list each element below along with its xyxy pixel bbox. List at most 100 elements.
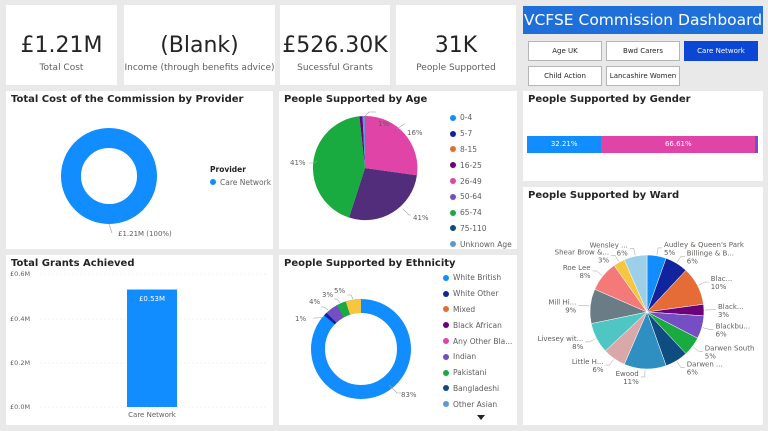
ward-data-label: Livesey wit... 8% bbox=[538, 335, 584, 351]
ethnicity-slice-pakistani[interactable] bbox=[337, 301, 351, 318]
slicer-button-age-uk[interactable]: Age UK bbox=[528, 41, 602, 61]
legend-item-mixed[interactable]: Mixed bbox=[443, 302, 512, 318]
legend-item-unknown-age[interactable]: Unknown Age bbox=[450, 236, 512, 252]
ethnicity-slice-other-asian[interactable] bbox=[345, 299, 362, 315]
legend-item-black-african[interactable]: Black African bbox=[443, 317, 512, 333]
legend-label: 75-110 bbox=[460, 223, 487, 233]
legend-label: 5-7 bbox=[460, 129, 473, 139]
ethnicity-donut bbox=[311, 299, 411, 399]
provider-donut-slice[interactable] bbox=[61, 128, 157, 224]
legend-label: Mixed bbox=[453, 304, 476, 314]
legend-label: Other Asian bbox=[453, 399, 498, 409]
legend-item-bangladeshi[interactable]: Bangladeshi bbox=[443, 381, 512, 397]
legend-item-pakistani[interactable]: Pakistani bbox=[443, 365, 512, 381]
age-slice-unknown[interactable] bbox=[362, 116, 365, 168]
ward-leader-line bbox=[629, 248, 636, 256]
ethnicity-data-label: 83% bbox=[401, 391, 417, 399]
age-card: People Supported by Age 1% 16% 41% 41% 0… bbox=[279, 91, 517, 249]
kpi-label: Total Cost bbox=[39, 63, 84, 73]
y-axis-tick: £0.0M bbox=[10, 403, 30, 411]
gender-bar-segment[interactable]: 66.61% bbox=[601, 136, 756, 153]
ward-name-label: Livesey wit... bbox=[538, 335, 584, 343]
kpi-label: Sucessful Grants bbox=[297, 63, 373, 73]
ward-name-label: Blac... bbox=[711, 275, 733, 283]
age-slice-16-25[interactable] bbox=[359, 116, 365, 168]
age-data-label: 41% bbox=[413, 214, 429, 222]
legend-item-16-25[interactable]: 16-25 bbox=[450, 157, 512, 173]
legend-label: Unknown Age bbox=[460, 239, 512, 249]
ward-data-label: Little H... 6% bbox=[572, 358, 604, 374]
legend-item-26-49[interactable]: 26-49 bbox=[450, 173, 512, 189]
legend-item-75-110[interactable]: 75-110 bbox=[450, 221, 512, 237]
ward-pct-label: 6% bbox=[687, 257, 698, 265]
kpi-total-cost: £1.21M Total Cost bbox=[6, 5, 117, 85]
provider-leader-line bbox=[108, 223, 113, 234]
y-axis-tick: £0.6M bbox=[10, 270, 30, 278]
cost-by-provider-card: Total Cost of the Commission by Provider… bbox=[6, 91, 273, 249]
ward-name-label: Mill Hi... bbox=[548, 298, 576, 306]
ward-name-label: Roe Lee bbox=[563, 264, 591, 272]
legend-item-5-7[interactable]: 5-7 bbox=[450, 126, 512, 142]
ward-name-label: Black... bbox=[718, 303, 744, 311]
kpi-successful-grants: £526.30K Sucessful Grants bbox=[280, 5, 390, 85]
legend-item-other-asian[interactable]: Other Asian bbox=[443, 396, 512, 412]
legend-dot-icon bbox=[450, 146, 456, 153]
ward-pct-label: 9% bbox=[565, 306, 576, 314]
ward-pct-label: 10% bbox=[711, 283, 727, 291]
legend-item-any-other-bla[interactable]: Any Other Bla... bbox=[443, 333, 512, 349]
age-data-label: 1% bbox=[378, 120, 389, 128]
legend-item-white-other[interactable]: White Other bbox=[443, 286, 512, 302]
ward-data-label: Shear Brow &... 3% bbox=[555, 248, 610, 264]
ward-name-label: Billinge & B... bbox=[687, 249, 734, 257]
ward-leader-line bbox=[693, 346, 703, 352]
ward-data-label: Billinge & B... 6% bbox=[687, 249, 734, 265]
legend-label: Indian bbox=[453, 352, 477, 362]
kpi-label: Income (through benefits advice) bbox=[124, 63, 275, 73]
age-slice-26-49[interactable] bbox=[365, 115, 418, 176]
gender-bar-segment[interactable] bbox=[755, 136, 758, 153]
legend-item-indian[interactable]: Indian bbox=[443, 349, 512, 365]
legend-dot-icon bbox=[450, 193, 456, 200]
legend-item-65-74[interactable]: 65-74 bbox=[450, 205, 512, 221]
legend-scroll-down-icon[interactable] bbox=[477, 415, 485, 421]
age-leader-lines bbox=[309, 111, 411, 216]
ethnicity-slice-indian[interactable] bbox=[326, 305, 344, 324]
slicer-button-bwd-carers[interactable]: Bwd Carers bbox=[606, 41, 680, 61]
ward-leader-line bbox=[676, 256, 685, 263]
legend-dot-icon bbox=[450, 225, 456, 232]
ward-data-label: Audley & Queen's Park 5% bbox=[664, 241, 745, 257]
ethnicity-card: People Supported by Ethnicity 5% 3% 4% 1… bbox=[279, 255, 517, 425]
legend-label: 8-15 bbox=[460, 144, 478, 154]
ethnicity-slice-white-other[interactable] bbox=[324, 312, 337, 325]
ward-slice-wensley[interactable] bbox=[623, 254, 648, 313]
legend-item-8-15[interactable]: 8-15 bbox=[450, 142, 512, 158]
age-slice-65-74[interactable] bbox=[312, 116, 365, 218]
slicer-button-lancashire-women[interactable]: Lancashire Women bbox=[606, 66, 680, 86]
ward-data-label: Ewood 11% bbox=[616, 370, 640, 386]
ward-pct-label: 11% bbox=[623, 378, 639, 386]
legend-dot-icon bbox=[443, 306, 449, 313]
legend-label: Bangladeshi bbox=[453, 383, 500, 393]
age-slice-50-64[interactable] bbox=[349, 168, 417, 221]
legend-label: Black African bbox=[453, 320, 502, 330]
legend-item[interactable]: Care Network bbox=[210, 177, 271, 187]
provider-legend: Provider Care Network bbox=[210, 165, 271, 187]
legend-title: Provider bbox=[210, 165, 246, 174]
ward-name-label: Blackbu... bbox=[716, 323, 751, 331]
legend-item-white-british[interactable]: White British bbox=[443, 270, 512, 286]
visual-title: Total Cost of the Commission by Provider bbox=[11, 94, 244, 105]
slicer-button-care-network[interactable]: Care Network bbox=[684, 41, 758, 61]
ethnicity-data-label: 4% bbox=[309, 298, 320, 306]
grants-bar-care-network[interactable] bbox=[127, 289, 177, 407]
ward-leader-line bbox=[592, 270, 603, 276]
y-axis-tick: £0.2M bbox=[10, 359, 30, 367]
slicer-button-child-action[interactable]: Child Action bbox=[528, 66, 602, 86]
kpi-value: (Blank) bbox=[160, 33, 239, 58]
legend-label: White British bbox=[453, 273, 502, 283]
gender-bar-segment[interactable]: 32.21% bbox=[527, 136, 602, 153]
legend-dot-icon bbox=[450, 209, 456, 216]
legend-item-0-4[interactable]: 0-4 bbox=[450, 110, 512, 126]
legend-dot-icon bbox=[443, 353, 449, 360]
legend-item-50-64[interactable]: 50-64 bbox=[450, 189, 512, 205]
legend-label: 65-74 bbox=[460, 208, 482, 218]
